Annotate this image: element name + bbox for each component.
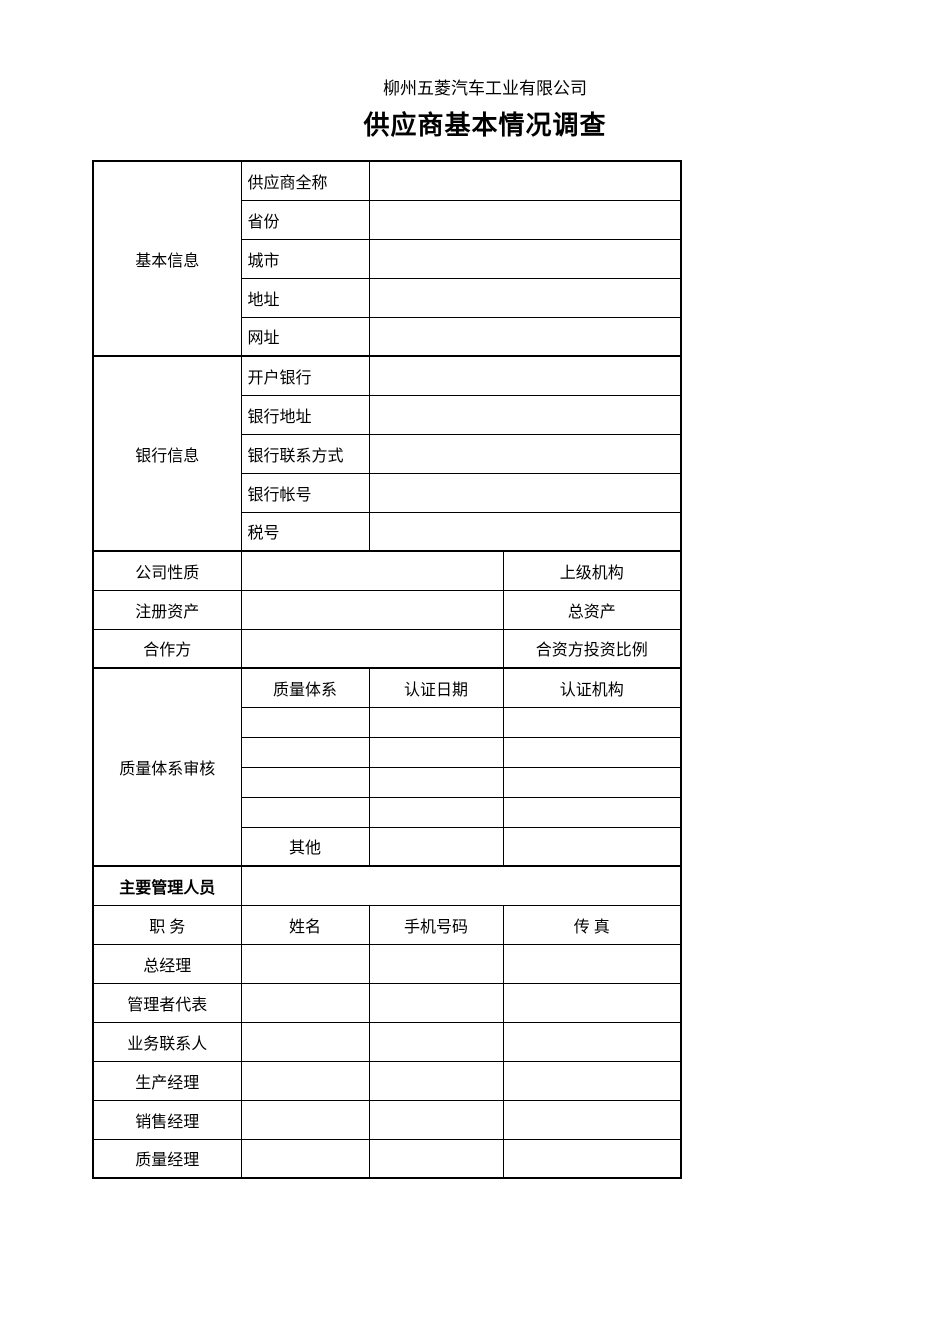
field-value[interactable] — [369, 200, 681, 239]
field-value[interactable] — [503, 737, 681, 767]
role-label: 质量经理 — [93, 1139, 241, 1178]
field-label: 合资方投资比例 — [503, 629, 681, 668]
field-value[interactable] — [369, 278, 681, 317]
field-value[interactable] — [241, 1061, 369, 1100]
column-header: 姓名 — [241, 905, 369, 944]
field-label: 公司性质 — [93, 551, 241, 590]
field-value[interactable] — [241, 797, 369, 827]
role-label: 管理者代表 — [93, 983, 241, 1022]
document-page: 柳州五菱汽车工业有限公司 供应商基本情况调查 基本信息 供应商全称 省份 城市 … — [0, 0, 945, 1259]
field-value[interactable] — [369, 395, 681, 434]
field-value[interactable] — [241, 983, 369, 1022]
field-label: 注册资产 — [93, 590, 241, 629]
section-management-label: 主要管理人员 — [93, 866, 241, 905]
field-value[interactable] — [503, 767, 681, 797]
section-quality-label: 质量体系审核 — [93, 668, 241, 866]
field-value[interactable] — [503, 944, 681, 983]
field-value[interactable] — [241, 551, 503, 590]
role-label: 总经理 — [93, 944, 241, 983]
document-title: 供应商基本情况调查 — [235, 105, 735, 142]
field-label: 省份 — [241, 200, 369, 239]
survey-form-table: 基本信息 供应商全称 省份 城市 地址 网址 银行信息 开户银行 银行地址 — [92, 160, 682, 1179]
column-header: 手机号码 — [369, 905, 503, 944]
field-label: 合作方 — [93, 629, 241, 668]
field-value[interactable] — [369, 1139, 503, 1178]
column-header: 传 真 — [503, 905, 681, 944]
field-label: 银行帐号 — [241, 473, 369, 512]
field-value[interactable] — [369, 1061, 503, 1100]
field-value[interactable] — [369, 1022, 503, 1061]
field-value[interactable] — [369, 827, 503, 866]
field-label: 开户银行 — [241, 356, 369, 395]
column-header: 质量体系 — [241, 668, 369, 707]
field-value[interactable] — [503, 827, 681, 866]
field-value[interactable] — [241, 1022, 369, 1061]
field-value[interactable] — [241, 767, 369, 797]
field-label: 总资产 — [503, 590, 681, 629]
document-header: 柳州五菱汽车工业有限公司 供应商基本情况调查 — [235, 74, 735, 142]
field-label: 其他 — [241, 827, 369, 866]
field-value[interactable] — [241, 737, 369, 767]
company-name: 柳州五菱汽车工业有限公司 — [235, 74, 735, 99]
field-value[interactable] — [369, 737, 503, 767]
column-header: 认证日期 — [369, 668, 503, 707]
field-label: 银行联系方式 — [241, 434, 369, 473]
field-value[interactable] — [241, 1100, 369, 1139]
field-label: 上级机构 — [503, 551, 681, 590]
field-value[interactable] — [369, 356, 681, 395]
field-value[interactable] — [503, 1139, 681, 1178]
field-value[interactable] — [369, 512, 681, 551]
field-value[interactable] — [369, 707, 503, 737]
field-label: 银行地址 — [241, 395, 369, 434]
field-value[interactable] — [369, 1100, 503, 1139]
field-label: 城市 — [241, 239, 369, 278]
field-label: 地址 — [241, 278, 369, 317]
field-value[interactable] — [369, 944, 503, 983]
field-value[interactable] — [503, 983, 681, 1022]
role-label: 销售经理 — [93, 1100, 241, 1139]
field-value[interactable] — [369, 161, 681, 200]
field-value[interactable] — [241, 1139, 369, 1178]
field-value[interactable] — [241, 707, 369, 737]
empty-cell — [241, 866, 681, 905]
role-label: 生产经理 — [93, 1061, 241, 1100]
field-value[interactable] — [241, 629, 503, 668]
field-value[interactable] — [369, 434, 681, 473]
field-label: 网址 — [241, 317, 369, 356]
field-value[interactable] — [503, 707, 681, 737]
column-header: 职 务 — [93, 905, 241, 944]
field-value[interactable] — [369, 317, 681, 356]
field-label: 税号 — [241, 512, 369, 551]
role-label: 业务联系人 — [93, 1022, 241, 1061]
field-value[interactable] — [503, 1100, 681, 1139]
field-value[interactable] — [503, 1022, 681, 1061]
field-value[interactable] — [369, 983, 503, 1022]
field-value[interactable] — [369, 767, 503, 797]
field-value[interactable] — [503, 1061, 681, 1100]
field-value[interactable] — [369, 239, 681, 278]
field-value[interactable] — [503, 797, 681, 827]
field-label: 供应商全称 — [241, 161, 369, 200]
field-value[interactable] — [241, 590, 503, 629]
section-basic-label: 基本信息 — [93, 161, 241, 356]
field-value[interactable] — [369, 797, 503, 827]
section-bank-label: 银行信息 — [93, 356, 241, 551]
field-value[interactable] — [241, 944, 369, 983]
column-header: 认证机构 — [503, 668, 681, 707]
field-value[interactable] — [369, 473, 681, 512]
